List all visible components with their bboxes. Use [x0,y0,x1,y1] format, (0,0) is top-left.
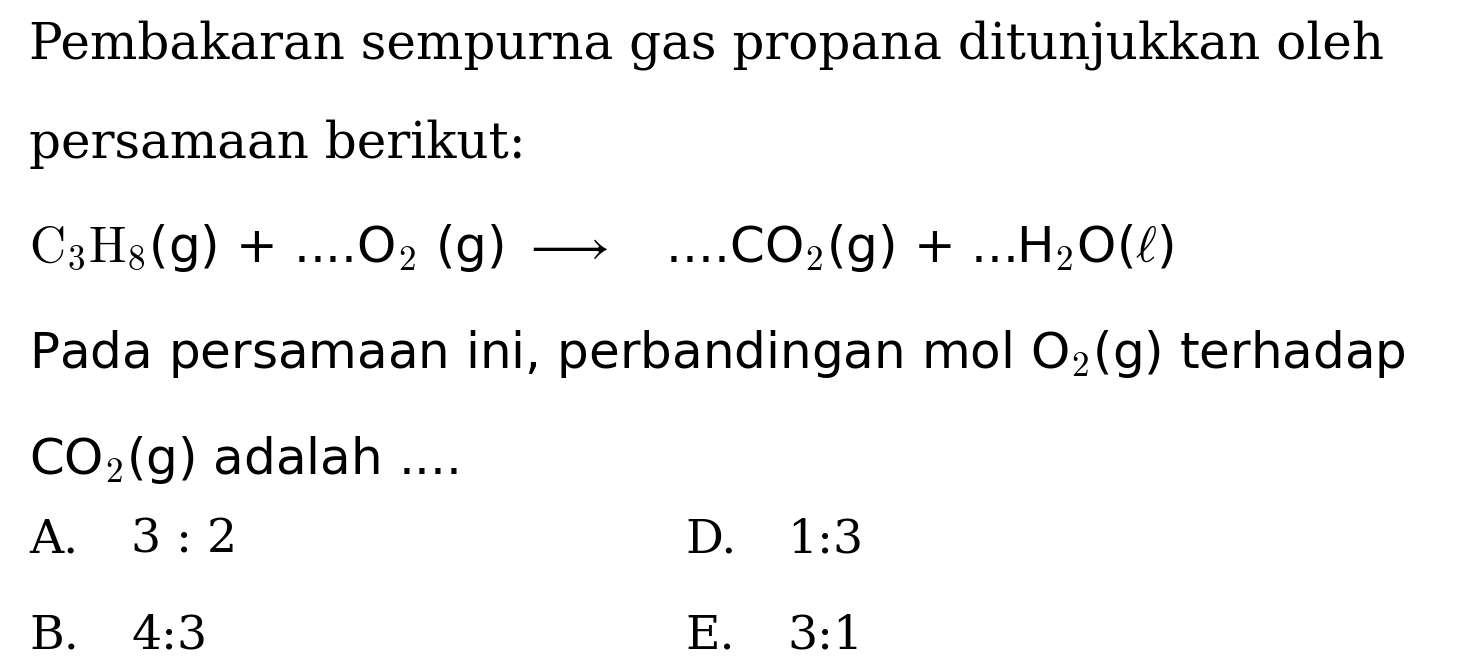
Text: $\rm C_3H_8$(g) + ....O$\rm _2$ (g) $\longrightarrow$   ....CO$\rm _2$(g) + ...H: $\rm C_3H_8$(g) + ....O$\rm _2$ (g) $\lo… [29,222,1174,274]
Text: D.: D. [685,517,736,562]
Text: Pembakaran sempurna gas propana ditunjukkan oleh: Pembakaran sempurna gas propana ditunjuk… [29,20,1384,70]
Text: Pada persamaan ini, perbandingan mol O$\rm _2$(g) terhadap: Pada persamaan ini, perbandingan mol O$\… [29,328,1406,380]
Text: 3:1: 3:1 [787,613,863,658]
Text: persamaan berikut:: persamaan berikut: [29,119,526,169]
Text: B.: B. [29,613,79,658]
Text: A.: A. [29,517,79,562]
Text: 3 : 2: 3 : 2 [131,517,238,562]
Text: 4:3: 4:3 [131,613,207,658]
Text: E.: E. [685,613,735,658]
Text: CO$\rm _2$(g) adalah ....: CO$\rm _2$(g) adalah .... [29,434,458,486]
Text: 1:3: 1:3 [787,517,863,562]
